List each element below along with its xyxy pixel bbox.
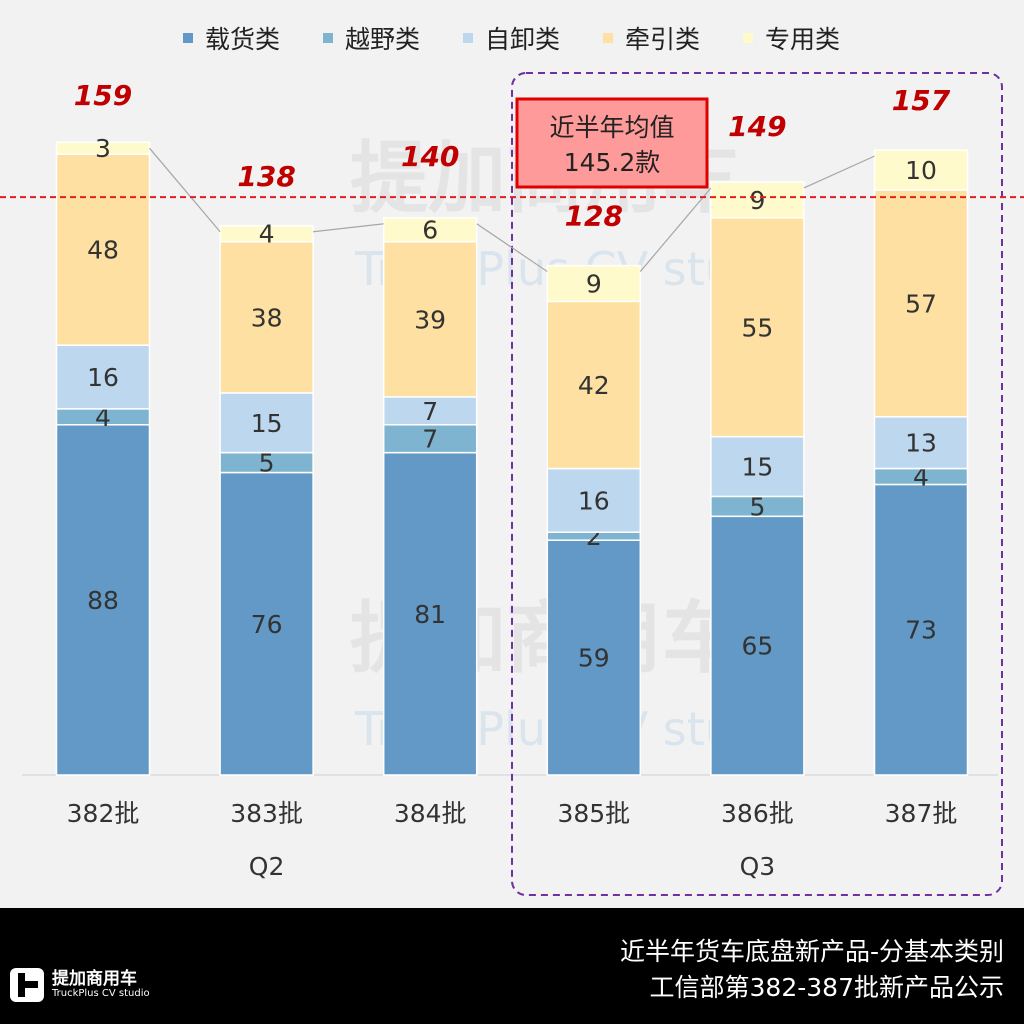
group-label: Q2 [249, 852, 285, 881]
x-tick-label: 382批 [67, 799, 140, 828]
bar-segment [546, 300, 642, 470]
average-label: 近半年均值 [549, 113, 674, 142]
data-label: 76 [251, 610, 283, 639]
footer-title: 近半年货车底盘新产品-分基本类别 [619, 937, 1004, 966]
bar-segment [219, 471, 314, 776]
legend-swatch [603, 33, 613, 43]
data-label: 5 [259, 449, 275, 478]
data-label: 15 [741, 453, 773, 482]
average-value: 145.2款 [564, 148, 661, 177]
total-connector-line [313, 223, 384, 233]
total-label: 159 [74, 79, 132, 112]
data-label: 10 [905, 156, 937, 185]
x-tick-label: 386批 [721, 799, 794, 828]
brand-logo: 提加商用车 TruckPlus CV studio [10, 968, 150, 1002]
bar-segment [873, 149, 969, 191]
data-label: 13 [905, 429, 937, 458]
bar-segment [710, 181, 805, 219]
data-label: 9 [586, 269, 602, 298]
legend-label: 自卸类 [485, 25, 560, 54]
legend-swatch [743, 33, 753, 43]
footer-subtitle: 工信部第382-387批新产品公示 [649, 973, 1004, 1002]
footer: 近半年货车底盘新产品-分基本类别 工信部第382-387批新产品公示 [0, 908, 1024, 1024]
x-tick-label: 385批 [557, 799, 630, 828]
q3-highlight-box [511, 72, 1003, 896]
bar-segment [382, 451, 478, 776]
data-label: 39 [414, 305, 446, 334]
legend-swatch [463, 33, 473, 43]
bar-segment [55, 153, 151, 346]
bar-segment [546, 539, 642, 776]
data-label: 15 [251, 409, 283, 438]
data-label: 7 [422, 425, 438, 454]
total-label: 149 [728, 110, 786, 143]
average-callout-box [515, 97, 709, 189]
data-label: 42 [578, 371, 610, 400]
logo-name: 提加商用车 [52, 969, 137, 989]
total-connector-line [149, 147, 221, 233]
data-label: 5 [749, 492, 765, 521]
data-label: 81 [414, 600, 446, 629]
data-label: 9 [749, 186, 765, 215]
bar-segment [55, 424, 151, 776]
bar-segment [873, 189, 969, 418]
total-label: 157 [892, 84, 951, 117]
logo-icon [10, 968, 44, 1002]
x-tick-label: 387批 [885, 799, 958, 828]
bar-segment [546, 467, 642, 533]
bar-segment [219, 225, 314, 243]
legend-label: 越野类 [345, 25, 420, 54]
x-tick-label: 384批 [394, 799, 467, 828]
group-label: Q3 [740, 852, 776, 881]
data-label: 48 [87, 236, 119, 265]
total-connector-line [803, 155, 875, 189]
data-label: 4 [913, 463, 929, 492]
bar-segment [710, 515, 805, 776]
bar-segment [873, 416, 969, 470]
data-label: 65 [741, 632, 773, 661]
bar-segment [873, 483, 969, 776]
legend-label: 载货类 [205, 25, 280, 54]
data-label: 38 [251, 303, 283, 332]
legend-label: 牵引类 [625, 25, 700, 54]
total-connector-line [639, 187, 712, 272]
bar-segment [219, 392, 314, 454]
data-label: 55 [741, 313, 773, 342]
bar-segment [710, 435, 805, 498]
total-label: 138 [237, 160, 295, 193]
bar-segment [382, 424, 478, 454]
x-tick-label: 383批 [230, 799, 303, 828]
logo-subtitle: TruckPlus CV studio [52, 988, 150, 999]
bar-segment [55, 141, 151, 155]
data-label: 16 [578, 486, 610, 515]
total-label: 140 [401, 140, 459, 173]
bar-segment [382, 396, 478, 426]
data-label: 88 [87, 586, 119, 615]
bar-segment [710, 217, 805, 438]
data-label: 4 [95, 403, 111, 432]
legend-label: 专用类 [765, 25, 840, 54]
data-label: 59 [578, 644, 610, 673]
data-label: 7 [422, 397, 438, 426]
data-label: 4 [259, 220, 275, 249]
bar-segment [382, 217, 478, 243]
data-label: 16 [87, 363, 119, 392]
total-connector-line [476, 223, 548, 273]
legend-swatch [323, 33, 333, 43]
data-label: 3 [95, 134, 111, 163]
bar-segment [546, 264, 642, 303]
data-label: 57 [905, 289, 937, 318]
bar-segment [55, 344, 151, 410]
legend-swatch [183, 33, 193, 43]
data-label: 6 [422, 216, 438, 245]
total-label: 128 [565, 200, 623, 233]
data-label: 73 [905, 616, 937, 645]
bar-segment [382, 240, 478, 398]
